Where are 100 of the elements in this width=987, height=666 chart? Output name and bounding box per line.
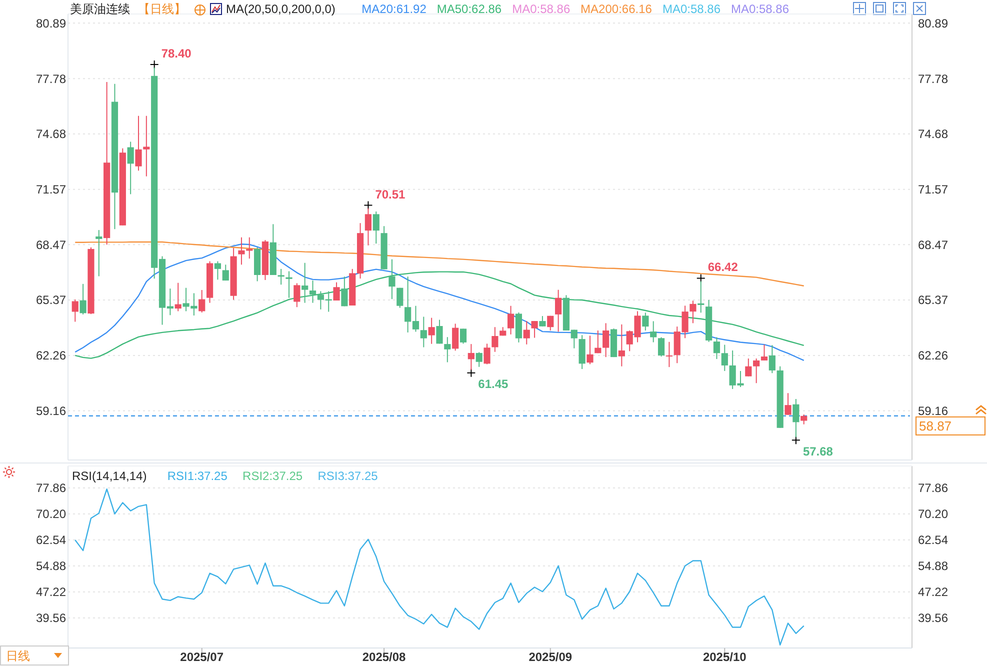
y-tick-label: 54.88 (36, 559, 66, 574)
candlestick (650, 320, 657, 343)
y2-tick-label: 59.16 (918, 404, 948, 418)
text: 日线 (6, 649, 30, 664)
y-tick-label: 77.86 (36, 481, 66, 496)
candlestick (523, 320, 530, 345)
candlestick (768, 344, 776, 374)
annotation: MA0:58.86 (662, 2, 721, 16)
candlestick (602, 322, 610, 358)
candlestick (372, 210, 380, 244)
y-tick-label: 74.68 (36, 127, 66, 142)
candlestick (531, 320, 538, 338)
candlestick (721, 344, 728, 372)
candlestick (294, 282, 300, 308)
candlestick (80, 283, 86, 315)
annotation: MA0:58.86 (512, 2, 570, 16)
y2-tick-label: 80.89 (918, 16, 948, 30)
annotation: 66.42 (708, 260, 738, 274)
candlestick (760, 344, 768, 361)
candlestick (594, 330, 602, 354)
candlestick (143, 115, 150, 177)
candlestick (690, 300, 696, 324)
annotation: MA0:58.86 (730, 2, 790, 16)
candlestick (436, 319, 443, 344)
candlestick (198, 289, 206, 313)
y-tick-label: 68.47 (36, 238, 66, 252)
candlestick (309, 280, 316, 304)
y-tick-label: 47.22 (36, 585, 66, 600)
candlestick (484, 343, 490, 365)
y2-tick-label: 62.26 (918, 348, 948, 363)
candlestick (539, 316, 546, 327)
line-series (74, 241, 804, 286)
candlestick (72, 298, 78, 322)
candlestick (476, 352, 482, 368)
x-tick-label: 2025/08 (362, 650, 406, 664)
text: RSI1:37.25 (167, 469, 228, 484)
text: 62.54 (918, 533, 948, 548)
chart-subtitle: 【日线】 (138, 2, 186, 16)
line-series (74, 488, 804, 646)
ref-line-label: 58.87 (919, 418, 952, 434)
text: MA20:61.92 (362, 2, 427, 16)
y-tick-label: 39.56 (36, 611, 66, 626)
candlestick (507, 305, 514, 335)
line-series (74, 244, 804, 362)
candlestick (753, 358, 760, 384)
candlestick (222, 264, 229, 282)
x-tick-label: 2025/07 (180, 650, 224, 664)
candlestick (800, 414, 808, 425)
candlestick (745, 358, 752, 377)
annotation: MA(20,50,0,200,0,0) (226, 2, 336, 16)
candlestick (452, 323, 459, 352)
text: 70.20 (918, 507, 948, 522)
y2-tick-label: 68.47 (918, 238, 948, 252)
y-tick-label: 70.20 (36, 507, 66, 522)
text: 77.86 (918, 481, 948, 496)
text: 47.22 (918, 585, 948, 600)
y-tick-label: 80.89 (36, 16, 66, 30)
candlestick (428, 317, 435, 344)
candlestick (127, 141, 134, 195)
candlestick (214, 260, 222, 280)
annotation: 78.40 (161, 46, 192, 61)
candlestick (586, 335, 594, 365)
y-tick-label: 62.26 (36, 348, 66, 363)
text: MA50:62.86 (436, 2, 502, 16)
text: 54.88 (918, 559, 948, 574)
text: 39.56 (918, 611, 948, 626)
annotation: RSI2:37.25 (242, 469, 303, 484)
candlestick (784, 392, 792, 416)
candlestick (135, 115, 142, 172)
y-tick-label: 71.57 (36, 182, 66, 197)
candlestick (713, 336, 720, 360)
candlestick (547, 315, 554, 331)
y2-tick-label: 77.78 (918, 72, 948, 86)
y-tick-label: 62.54 (36, 533, 66, 548)
y2-tick-label: 74.68 (918, 127, 948, 142)
line-series (74, 271, 804, 359)
y-tick-label: 59.16 (36, 404, 66, 418)
candlestick (492, 326, 498, 352)
candlestick (174, 282, 182, 312)
candlestick (96, 230, 102, 277)
candlestick (618, 324, 625, 367)
candlestick (460, 328, 467, 344)
chart-title: 美原油连续 (70, 2, 130, 16)
x-tick-label: 2025/09 (528, 650, 572, 664)
chart-title: RSI(14,14,14) (72, 469, 147, 484)
candlestick (396, 287, 404, 308)
candlestick (388, 258, 396, 300)
candlestick (286, 270, 292, 298)
candlestick (642, 312, 649, 331)
annotation: 57.68 (802, 444, 834, 458)
y2-tick-label: 71.57 (918, 182, 948, 197)
text: MA200:66.16 (580, 2, 652, 16)
candlestick (341, 276, 348, 307)
candlestick (555, 289, 562, 332)
candlestick (302, 262, 308, 304)
annotation: 70.51 (375, 187, 406, 202)
candlestick (333, 282, 340, 302)
candlestick (420, 316, 427, 348)
candlestick (278, 268, 284, 286)
y-tick-label: 65.37 (36, 293, 66, 308)
